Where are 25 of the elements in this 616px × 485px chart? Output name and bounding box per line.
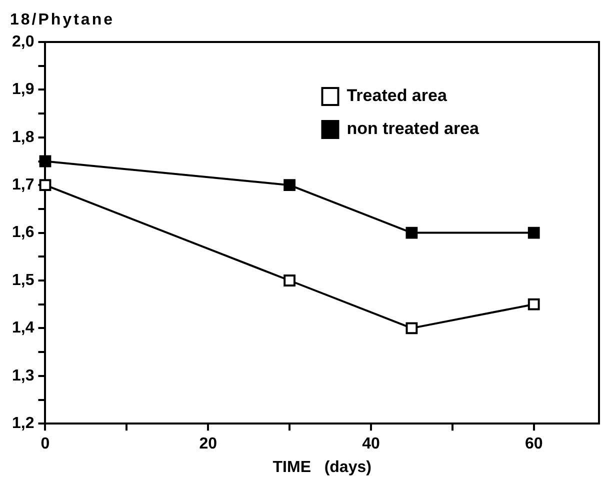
point [284,179,296,192]
point [406,322,418,334]
point [39,179,52,192]
y-axis-title: 18/Phytane [10,11,114,28]
y-tick-label: 1,2 [12,415,34,432]
point [39,155,52,168]
x-tick-label: 60 [524,436,543,453]
y-tick-label: 1,5 [12,272,34,289]
point [284,274,296,286]
y-tick-label: 1,6 [12,224,34,242]
x-tick-label: 20 [199,436,218,453]
point [406,226,418,239]
x-tick-label: 0 [40,436,50,453]
y-tick-label: 2,0 [12,33,34,50]
y-tick-label: 1,8 [12,128,34,146]
x-tick-label: 40 [362,436,380,453]
y-tick-label: 1,9 [12,81,34,98]
point [528,226,540,239]
legend-label: Treated area [346,86,448,106]
y-tick-label: 1,7 [12,176,34,194]
y-tick-label: 1,4 [12,320,34,337]
x-axis-title: TIME (days) [272,458,372,476]
point [528,298,540,310]
y-tick-label: 1,3 [12,367,34,384]
legend-label: non treated area [346,119,480,138]
